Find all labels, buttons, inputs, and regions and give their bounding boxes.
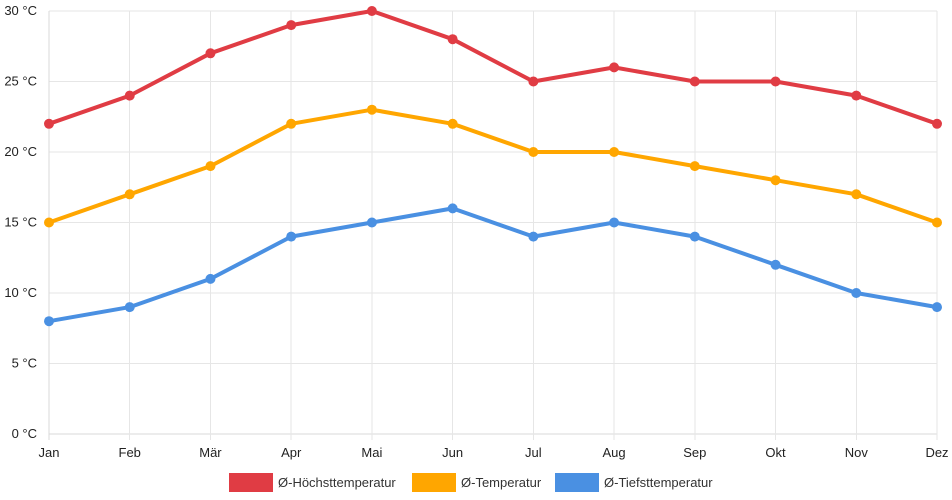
x-tick-label: Jun xyxy=(442,445,463,460)
data-point[interactable] xyxy=(286,231,297,242)
data-point[interactable] xyxy=(932,118,942,129)
data-point[interactable] xyxy=(286,20,297,31)
data-point[interactable] xyxy=(286,118,297,129)
series-line xyxy=(47,206,939,324)
data-point[interactable] xyxy=(205,161,216,172)
data-point[interactable] xyxy=(851,288,862,298)
data-point[interactable] xyxy=(689,231,700,242)
x-tick-label: Jan xyxy=(39,445,60,460)
x-tick-label: Sep xyxy=(683,445,706,460)
data-point[interactable] xyxy=(447,34,458,45)
y-tick-label: 15 °C xyxy=(4,215,37,230)
x-tick-label: Apr xyxy=(281,445,302,460)
data-point[interactable] xyxy=(851,189,862,200)
data-point[interactable] xyxy=(689,76,700,87)
data-point[interactable] xyxy=(447,118,458,129)
x-tick-label: Okt xyxy=(765,445,786,460)
series-3 xyxy=(44,203,942,327)
series-line xyxy=(47,107,939,225)
data-point[interactable] xyxy=(770,259,781,270)
data-point[interactable] xyxy=(770,175,781,186)
data-point[interactable] xyxy=(366,217,377,228)
x-tick-label: Mär xyxy=(199,445,222,460)
legend-label: Ø-Höchsttemperatur xyxy=(278,475,396,490)
data-point[interactable] xyxy=(770,76,781,87)
series-line xyxy=(47,9,939,126)
legend-label: Ø-Tiefsttemperatur xyxy=(604,475,713,490)
x-tick-label: Jul xyxy=(525,445,542,460)
x-tick-label: Aug xyxy=(603,445,626,460)
y-tick-label: 30 °C xyxy=(4,3,37,18)
data-point[interactable] xyxy=(124,302,135,313)
y-tick-label: 25 °C xyxy=(4,74,37,89)
x-axis: Jan Feb Mär Apr Mai Jun Jul Aug Sep Okt Nov Dez xyxy=(39,445,949,460)
y-tick-label: 10 °C xyxy=(4,285,37,300)
y-tick-label: 5 °C xyxy=(12,356,37,371)
data-point[interactable] xyxy=(851,90,862,101)
data-point[interactable] xyxy=(609,217,620,228)
legend-item[interactable]: Ø-Temperatur xyxy=(412,473,542,492)
data-point[interactable] xyxy=(366,104,377,115)
x-tick-label: Nov xyxy=(845,445,869,460)
legend-item[interactable]: Ø-Tiefsttemperatur xyxy=(555,473,713,492)
legend-swatch xyxy=(229,473,273,492)
data-point[interactable] xyxy=(932,302,942,313)
data-point[interactable] xyxy=(528,231,539,242)
legend-swatch xyxy=(412,473,456,492)
legend-label: Ø-Temperatur xyxy=(461,475,542,490)
y-tick-label: 20 °C xyxy=(4,144,37,159)
data-point[interactable] xyxy=(689,161,700,172)
data-point[interactable] xyxy=(932,217,942,228)
data-point[interactable] xyxy=(366,6,377,16)
grid-layer xyxy=(48,10,938,440)
series-layer xyxy=(44,6,942,327)
series-2 xyxy=(44,104,942,228)
y-tick-label: 0 °C xyxy=(12,426,37,441)
data-point[interactable] xyxy=(205,273,216,284)
data-point[interactable] xyxy=(528,147,539,157)
legend-swatch xyxy=(555,473,599,492)
legend-item[interactable]: Ø-Höchsttemperatur xyxy=(229,473,396,492)
data-point[interactable] xyxy=(609,62,620,73)
data-point[interactable] xyxy=(44,316,54,327)
x-tick-label: Dez xyxy=(925,445,948,460)
data-point[interactable] xyxy=(205,48,216,59)
series-1 xyxy=(44,6,942,129)
data-point[interactable] xyxy=(609,147,620,157)
x-tick-label: Mai xyxy=(361,445,382,460)
data-point[interactable] xyxy=(528,76,539,87)
data-point[interactable] xyxy=(124,189,135,200)
data-point[interactable] xyxy=(447,203,458,214)
x-tick-label: Feb xyxy=(119,445,141,460)
data-point[interactable] xyxy=(44,118,54,129)
y-axis: 0 °C 5 °C 10 °C 15 °C 20 °C 25 °C 30 °C xyxy=(4,3,37,441)
legend: Ø-Höchsttemperatur Ø-Temperatur Ø-Tiefstte… xyxy=(229,473,713,492)
data-point[interactable] xyxy=(124,90,135,101)
data-point[interactable] xyxy=(44,217,54,228)
